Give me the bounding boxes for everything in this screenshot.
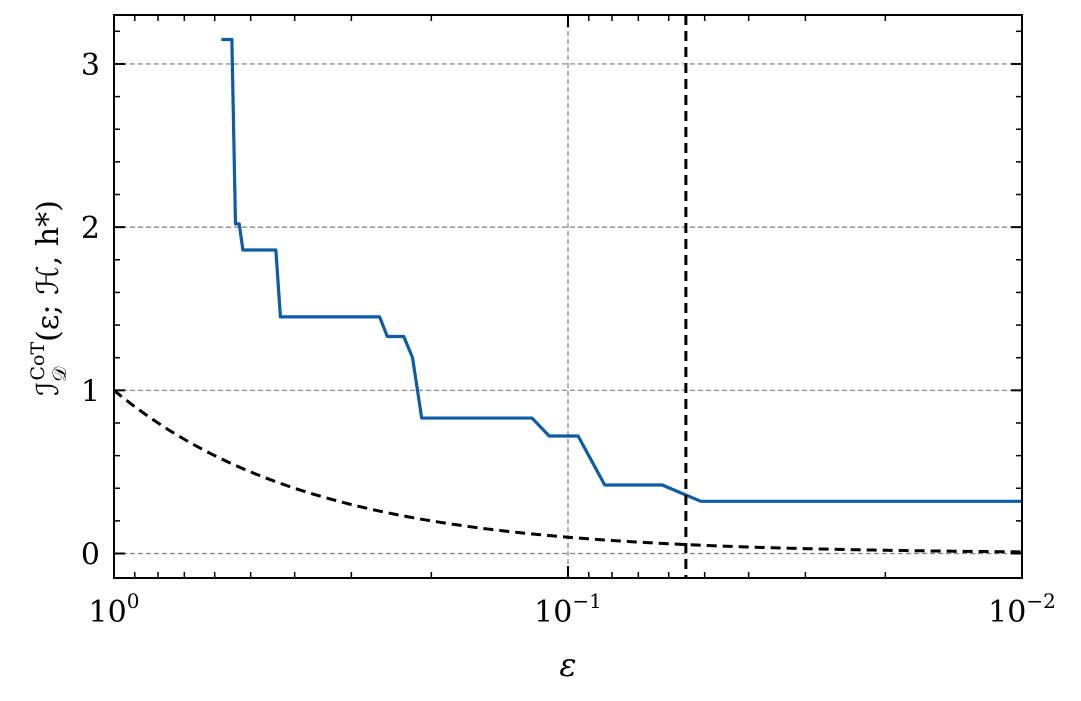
x-tick-label: 10−2 [988, 589, 1056, 630]
y-tick-label: 0 [81, 538, 100, 573]
series-line-solid [221, 37, 1022, 503]
x-tick-label: 100 [89, 589, 140, 630]
y-tick-label: 3 [81, 48, 100, 83]
x-tick-label-base: 10 [89, 595, 127, 630]
y-tick-label: 1 [81, 374, 100, 409]
x-tick-label-exponent: −2 [1026, 589, 1055, 613]
x-tick-label: 10−1 [534, 589, 602, 630]
plot-frame [113, 14, 1023, 579]
grid [113, 15, 1023, 578]
series-line-dashed [113, 389, 1023, 554]
y-axis-label-sub: 𝒟 [49, 366, 71, 382]
y-axis-label-main: ℐ [31, 382, 66, 396]
y-tick-label: 2 [81, 211, 100, 246]
x-tick-label-exponent: 0 [127, 589, 140, 613]
x-axis-label: ε [559, 646, 576, 684]
y-axis-label: ℐ𝒟CoT(ε; ℋ, h*) [27, 200, 71, 396]
x-tick-label-base: 10 [988, 595, 1026, 630]
y-axis-label-sup: CoT [27, 342, 49, 381]
x-tick-label-base: 10 [534, 595, 572, 630]
y-axis-label-args: (ε; ℋ, h*) [31, 200, 66, 342]
x-tick-label-exponent: −1 [572, 589, 601, 613]
series-layer [113, 15, 1023, 578]
